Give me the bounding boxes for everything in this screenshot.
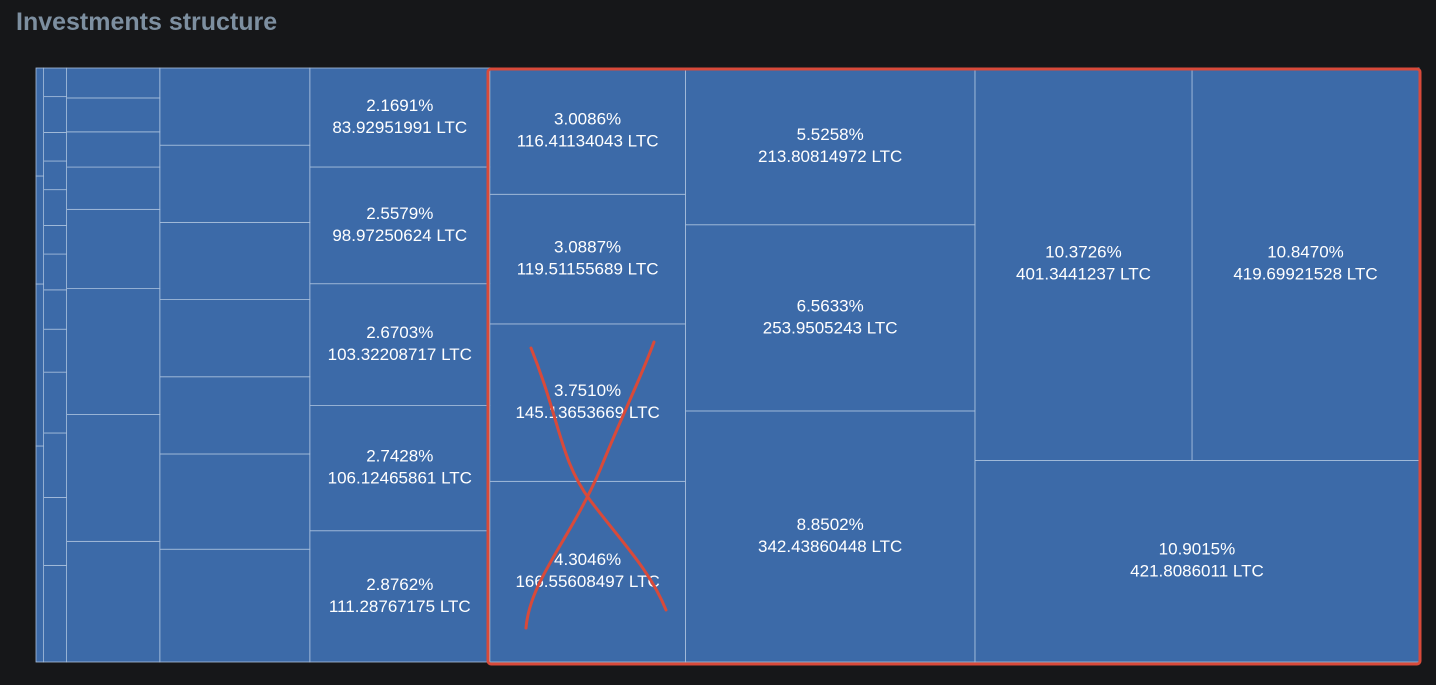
tile-percent: 3.0887% (554, 238, 621, 257)
tile (43, 160, 67, 191)
tile (685, 224, 976, 412)
chart-title: Investments structure (16, 8, 277, 36)
tile (159, 221, 311, 300)
tile-amount: 83.92951991 LTC (332, 118, 467, 137)
tile-percent: 2.5579% (366, 204, 433, 223)
tile (159, 376, 311, 455)
tile (43, 253, 67, 291)
tile (43, 496, 67, 566)
tile (66, 288, 161, 415)
tile-amount: 111.28767175 LTC (329, 597, 471, 616)
tile (309, 166, 491, 285)
tile (35, 175, 45, 285)
tile-percent: 2.1691% (366, 96, 433, 115)
tile-amount: 421.8086011 LTC (1130, 562, 1264, 581)
tile (35, 445, 45, 663)
tile (309, 405, 491, 532)
tile (489, 480, 686, 663)
tile-percent: 3.7510% (554, 381, 621, 400)
tile-amount: 119.51155689 LTC (517, 260, 659, 279)
tile (35, 67, 45, 177)
tile (43, 67, 67, 98)
tile (309, 67, 491, 168)
tile (159, 453, 311, 550)
tile-amount: 103.32208717 LTC (328, 345, 472, 364)
tile (43, 96, 67, 133)
tile (685, 410, 976, 663)
tile-amount: 213.80814972 LTC (758, 147, 902, 166)
tile (43, 328, 67, 373)
tile (685, 67, 976, 226)
tile-percent: 10.8470% (1267, 243, 1344, 262)
tile (43, 432, 67, 498)
tile-amount: 401.3441237 LTC (1016, 265, 1151, 284)
tile-amount: 419.69921528 LTC (1233, 265, 1377, 284)
treemap: 10.9015% 421.8086011 LTC 10.8470% 419.69921… (35, 67, 1420, 663)
tile-amount: 253.9505243 LTC (763, 318, 898, 337)
tile-percent: 8.8502% (797, 515, 864, 534)
tile (974, 67, 1193, 461)
tile-percent: 2.7428% (366, 447, 433, 466)
tile (43, 564, 67, 663)
tile (43, 132, 67, 162)
tile (974, 460, 1420, 663)
tile (159, 548, 311, 663)
tile (309, 530, 491, 663)
tile-percent: 10.9015% (1159, 540, 1236, 559)
tile (309, 283, 491, 406)
tile-amount: 145.13653669 LTC (515, 403, 659, 422)
tile-percent: 10.3726% (1045, 243, 1122, 262)
tile (43, 371, 67, 434)
tile (66, 67, 161, 99)
tile (159, 144, 311, 223)
tile (43, 189, 67, 226)
tile (66, 97, 161, 133)
tile-percent: 5.5258% (797, 125, 864, 144)
tile-amount: 106.12465861 LTC (328, 469, 472, 488)
tile-amount: 166.55608497 LTC (515, 572, 659, 591)
tile (35, 283, 45, 447)
tile-amount: 342.43860448 LTC (758, 537, 902, 556)
tile (66, 208, 161, 290)
cross-stroke (529, 346, 668, 612)
tile (66, 414, 161, 542)
tile-percent: 4.3046% (554, 550, 621, 569)
cross-stroke (524, 340, 656, 630)
tile-amount: 116.41134043 LTC (517, 132, 659, 151)
highlight-box (486, 67, 1422, 666)
tile (43, 289, 67, 330)
tile (66, 131, 161, 168)
tile (66, 540, 161, 663)
tile (66, 166, 161, 210)
tile-percent: 3.0086% (554, 110, 621, 129)
tile-amount: 98.97250624 LTC (332, 226, 467, 245)
tile (159, 67, 311, 146)
tile-percent: 2.8762% (366, 575, 433, 594)
tile (489, 193, 686, 325)
tile-percent: 6.5633% (797, 296, 864, 315)
tile (43, 225, 67, 255)
tile-percent: 2.6703% (366, 323, 433, 342)
tile (159, 299, 311, 378)
